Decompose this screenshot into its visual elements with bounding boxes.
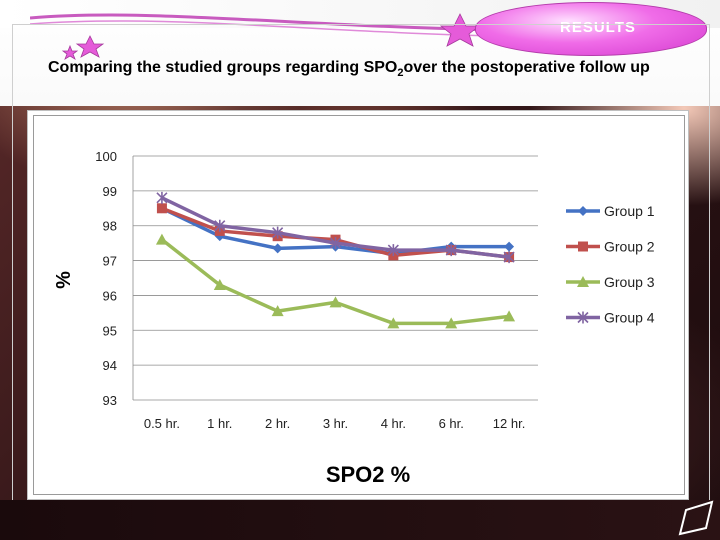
data-point xyxy=(272,226,284,239)
data-point xyxy=(445,317,458,329)
data-point xyxy=(578,241,588,252)
x-axis-label: SPO2 % xyxy=(326,462,410,487)
data-point xyxy=(577,311,589,324)
y-tick-label: 97 xyxy=(103,254,117,269)
slide-title: Comparing the studied groups regarding S… xyxy=(48,58,678,83)
header-swoosh xyxy=(30,13,501,60)
chart-legend: Group 1 Group 2 Group 3 Group 4 xyxy=(566,203,655,326)
data-point xyxy=(504,241,515,252)
series-3 xyxy=(155,233,516,329)
y-tick-label: 94 xyxy=(103,358,117,373)
y-tick-label: 96 xyxy=(103,288,117,303)
y-axis-label: % xyxy=(53,271,75,289)
chart-series xyxy=(155,191,516,329)
data-point xyxy=(272,243,283,254)
y-tick-label: 98 xyxy=(103,219,117,234)
page-corner-icon xyxy=(678,500,714,536)
bottom-strip xyxy=(0,500,720,540)
y-tick-label: 93 xyxy=(103,393,117,408)
data-point xyxy=(213,278,226,290)
legend-label: Group 2 xyxy=(604,239,655,255)
data-point xyxy=(214,219,226,232)
x-tick-label: 0.5 hr. xyxy=(144,416,180,431)
legend-entry: Group 2 xyxy=(566,239,655,255)
section-label: RESULTS xyxy=(560,19,636,36)
data-point xyxy=(503,310,516,322)
data-point xyxy=(329,237,342,250)
star-decoration xyxy=(61,13,481,60)
x-tick-label: 4 hr. xyxy=(381,416,406,431)
y-tick-label: 100 xyxy=(95,149,117,164)
data-point xyxy=(156,191,168,204)
series-4 xyxy=(156,191,515,264)
title-part2: over the postoperative follow up xyxy=(403,59,650,76)
y-tick-labels: 100 99 98 97 96 95 94 93 xyxy=(95,149,117,408)
data-point xyxy=(445,244,457,257)
chart-panel xyxy=(27,110,689,500)
legend-label: Group 4 xyxy=(604,310,655,326)
data-point xyxy=(503,251,515,264)
title-part1: Comparing the studied groups regarding S… xyxy=(48,59,398,76)
data-point xyxy=(577,276,589,287)
data-point xyxy=(156,203,167,214)
legend-entry: Group 3 xyxy=(566,274,655,290)
chart-gridlines xyxy=(132,155,538,401)
data-point xyxy=(271,305,284,317)
y-tick-label: 99 xyxy=(103,184,117,199)
title-subscript: 2 xyxy=(397,67,404,79)
x-tick-label: 2 hr. xyxy=(265,416,290,431)
data-point xyxy=(155,233,168,245)
legend-entry: Group 4 xyxy=(566,310,655,326)
x-tick-label: 3 hr. xyxy=(323,416,348,431)
chart-frame xyxy=(33,115,685,495)
y-tick-label: 95 xyxy=(103,323,117,338)
x-tick-labels: 0.5 hr. 1 hr. 2 hr. 3 hr. 4 hr. 6 hr. 12 hr. xyxy=(144,416,525,431)
data-point xyxy=(329,296,342,308)
legend-entry: Group 1 xyxy=(566,203,655,219)
data-point xyxy=(387,244,399,257)
legend-label: Group 1 xyxy=(604,203,655,219)
data-point xyxy=(387,317,400,329)
x-tick-label: 12 hr. xyxy=(493,416,526,431)
x-tick-label: 1 hr. xyxy=(207,416,232,431)
results-pill xyxy=(475,2,707,56)
x-tick-label: 6 hr. xyxy=(439,416,464,431)
legend-label: Group 3 xyxy=(604,274,655,290)
data-point xyxy=(578,206,588,216)
